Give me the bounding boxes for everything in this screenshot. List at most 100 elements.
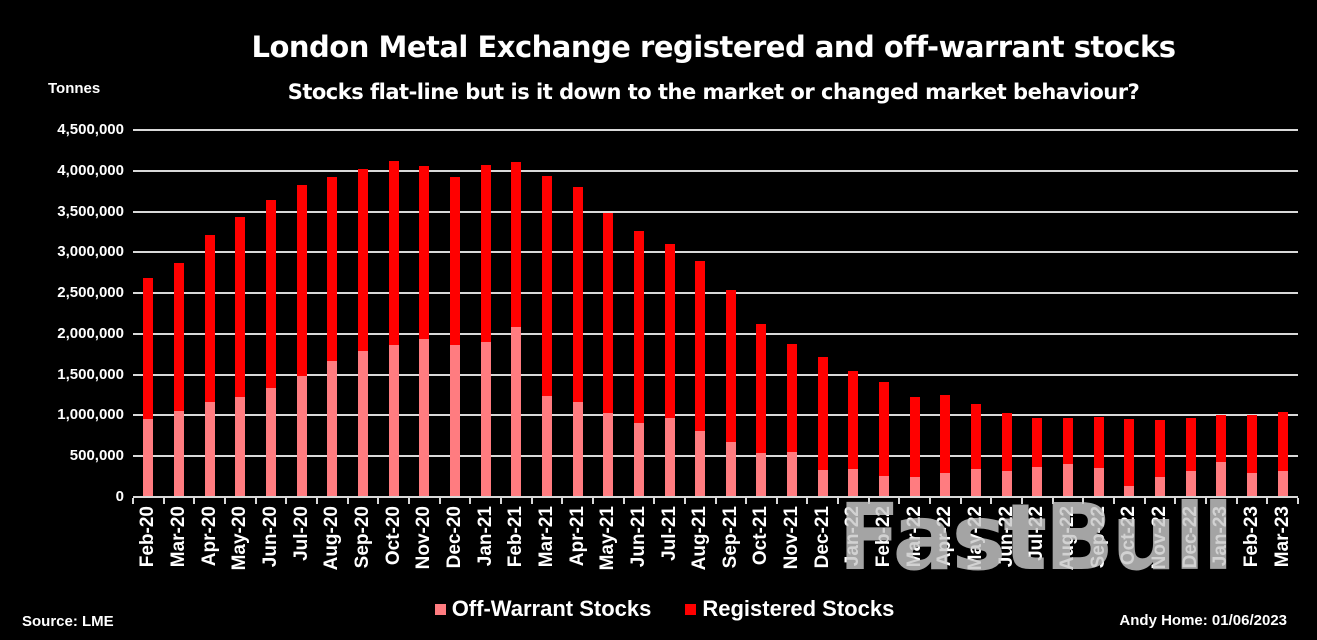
bar-segment-registered[interactable] xyxy=(449,177,460,345)
bar-segment-off-warrant[interactable] xyxy=(449,344,460,497)
bar-segment-registered[interactable] xyxy=(787,343,798,452)
bar-segment-off-warrant[interactable] xyxy=(143,418,154,497)
bar-segment-off-warrant[interactable] xyxy=(1247,473,1257,497)
bar-segment-registered[interactable] xyxy=(1124,418,1135,487)
bar-stack[interactable] xyxy=(633,130,644,497)
bar-segment-registered[interactable] xyxy=(265,199,276,389)
bar-segment-off-warrant[interactable] xyxy=(695,431,706,497)
bar-segment-registered[interactable] xyxy=(235,217,246,398)
bar-segment-registered[interactable] xyxy=(357,168,368,351)
bar-stack[interactable] xyxy=(603,130,614,497)
bar-stack[interactable] xyxy=(511,130,522,497)
bar-stack[interactable] xyxy=(1063,130,1074,497)
bar-segment-off-warrant[interactable] xyxy=(357,350,368,497)
bar-segment-registered[interactable] xyxy=(511,161,522,328)
bar-stack[interactable] xyxy=(664,130,675,497)
bar-segment-registered[interactable] xyxy=(664,244,675,419)
bar-stack[interactable] xyxy=(173,130,184,497)
bar-stack[interactable] xyxy=(879,130,890,497)
bar-segment-registered[interactable] xyxy=(725,289,736,443)
legend-item-off-warrant[interactable]: Off-Warrant Stocks xyxy=(434,596,651,622)
bar-segment-registered[interactable] xyxy=(940,395,951,473)
bar-segment-off-warrant[interactable] xyxy=(1032,466,1043,497)
bar-segment-off-warrant[interactable] xyxy=(1216,461,1227,497)
bar-stack[interactable] xyxy=(1247,130,1257,497)
bar-segment-off-warrant[interactable] xyxy=(1124,486,1135,497)
bar-segment-off-warrant[interactable] xyxy=(603,413,614,497)
bar-segment-registered[interactable] xyxy=(1093,417,1104,468)
bar-segment-off-warrant[interactable] xyxy=(388,344,399,497)
bar-segment-off-warrant[interactable] xyxy=(419,338,430,497)
bar-stack[interactable] xyxy=(1277,130,1288,497)
bar-segment-off-warrant[interactable] xyxy=(664,418,675,497)
bar-stack[interactable] xyxy=(1093,130,1104,497)
bar-segment-off-warrant[interactable] xyxy=(725,442,736,497)
bar-segment-off-warrant[interactable] xyxy=(909,477,920,497)
bar-segment-registered[interactable] xyxy=(204,234,215,403)
bar-segment-off-warrant[interactable] xyxy=(787,451,798,497)
bar-segment-registered[interactable] xyxy=(1247,414,1257,474)
bar-segment-off-warrant[interactable] xyxy=(971,468,982,497)
bar-segment-off-warrant[interactable] xyxy=(1001,470,1012,497)
bar-segment-registered[interactable] xyxy=(848,371,859,469)
bar-stack[interactable] xyxy=(541,130,552,497)
bar-stack[interactable] xyxy=(695,130,706,497)
bar-segment-registered[interactable] xyxy=(1216,415,1227,462)
bar-segment-off-warrant[interactable] xyxy=(327,361,338,497)
bar-segment-registered[interactable] xyxy=(633,230,644,424)
bar-segment-registered[interactable] xyxy=(817,356,828,470)
bar-stack[interactable] xyxy=(388,130,399,497)
bar-segment-registered[interactable] xyxy=(603,212,614,413)
bar-stack[interactable] xyxy=(449,130,460,497)
bar-segment-off-warrant[interactable] xyxy=(817,469,828,497)
bar-segment-off-warrant[interactable] xyxy=(204,402,215,497)
bar-segment-registered[interactable] xyxy=(572,186,583,402)
bar-segment-registered[interactable] xyxy=(480,165,491,342)
bar-segment-registered[interactable] xyxy=(419,165,430,339)
bar-segment-registered[interactable] xyxy=(879,382,890,477)
bar-segment-registered[interactable] xyxy=(1155,419,1166,478)
bar-stack[interactable] xyxy=(725,130,736,497)
bar-segment-off-warrant[interactable] xyxy=(879,476,890,497)
bar-segment-registered[interactable] xyxy=(695,260,706,432)
bar-segment-registered[interactable] xyxy=(388,161,399,345)
legend-item-registered[interactable]: Registered Stocks xyxy=(685,596,894,622)
bar-stack[interactable] xyxy=(909,130,920,497)
bar-stack[interactable] xyxy=(480,130,491,497)
bar-segment-off-warrant[interactable] xyxy=(1277,470,1288,497)
bar-segment-off-warrant[interactable] xyxy=(235,397,246,497)
bar-stack[interactable] xyxy=(1155,130,1166,497)
bar-stack[interactable] xyxy=(357,130,368,497)
bar-segment-off-warrant[interactable] xyxy=(511,327,522,497)
bar-segment-off-warrant[interactable] xyxy=(633,423,644,497)
bar-segment-registered[interactable] xyxy=(1185,417,1196,471)
bar-segment-registered[interactable] xyxy=(327,176,338,362)
bar-stack[interactable] xyxy=(1124,130,1135,497)
bar-segment-off-warrant[interactable] xyxy=(1155,477,1166,497)
bar-stack[interactable] xyxy=(817,130,828,497)
bar-segment-off-warrant[interactable] xyxy=(1093,467,1104,497)
bar-segment-registered[interactable] xyxy=(143,278,154,419)
bar-segment-off-warrant[interactable] xyxy=(1185,470,1196,497)
bar-stack[interactable] xyxy=(971,130,982,497)
bar-stack[interactable] xyxy=(265,130,276,497)
bar-stack[interactable] xyxy=(756,130,767,497)
bar-segment-off-warrant[interactable] xyxy=(756,452,767,497)
bar-segment-registered[interactable] xyxy=(971,403,982,469)
bar-stack[interactable] xyxy=(327,130,338,497)
bar-segment-registered[interactable] xyxy=(541,176,552,397)
bar-stack[interactable] xyxy=(296,130,307,497)
bar-stack[interactable] xyxy=(419,130,430,497)
bar-stack[interactable] xyxy=(1032,130,1043,497)
bar-segment-registered[interactable] xyxy=(1063,417,1074,465)
bar-stack[interactable] xyxy=(787,130,798,497)
bar-segment-registered[interactable] xyxy=(1277,412,1288,471)
bar-segment-registered[interactable] xyxy=(1032,417,1043,467)
bar-stack[interactable] xyxy=(235,130,246,497)
bar-segment-off-warrant[interactable] xyxy=(572,402,583,497)
bar-segment-off-warrant[interactable] xyxy=(173,410,184,497)
bar-segment-off-warrant[interactable] xyxy=(265,388,276,497)
bar-segment-registered[interactable] xyxy=(756,324,767,453)
bar-stack[interactable] xyxy=(848,130,859,497)
bar-segment-registered[interactable] xyxy=(296,185,307,377)
